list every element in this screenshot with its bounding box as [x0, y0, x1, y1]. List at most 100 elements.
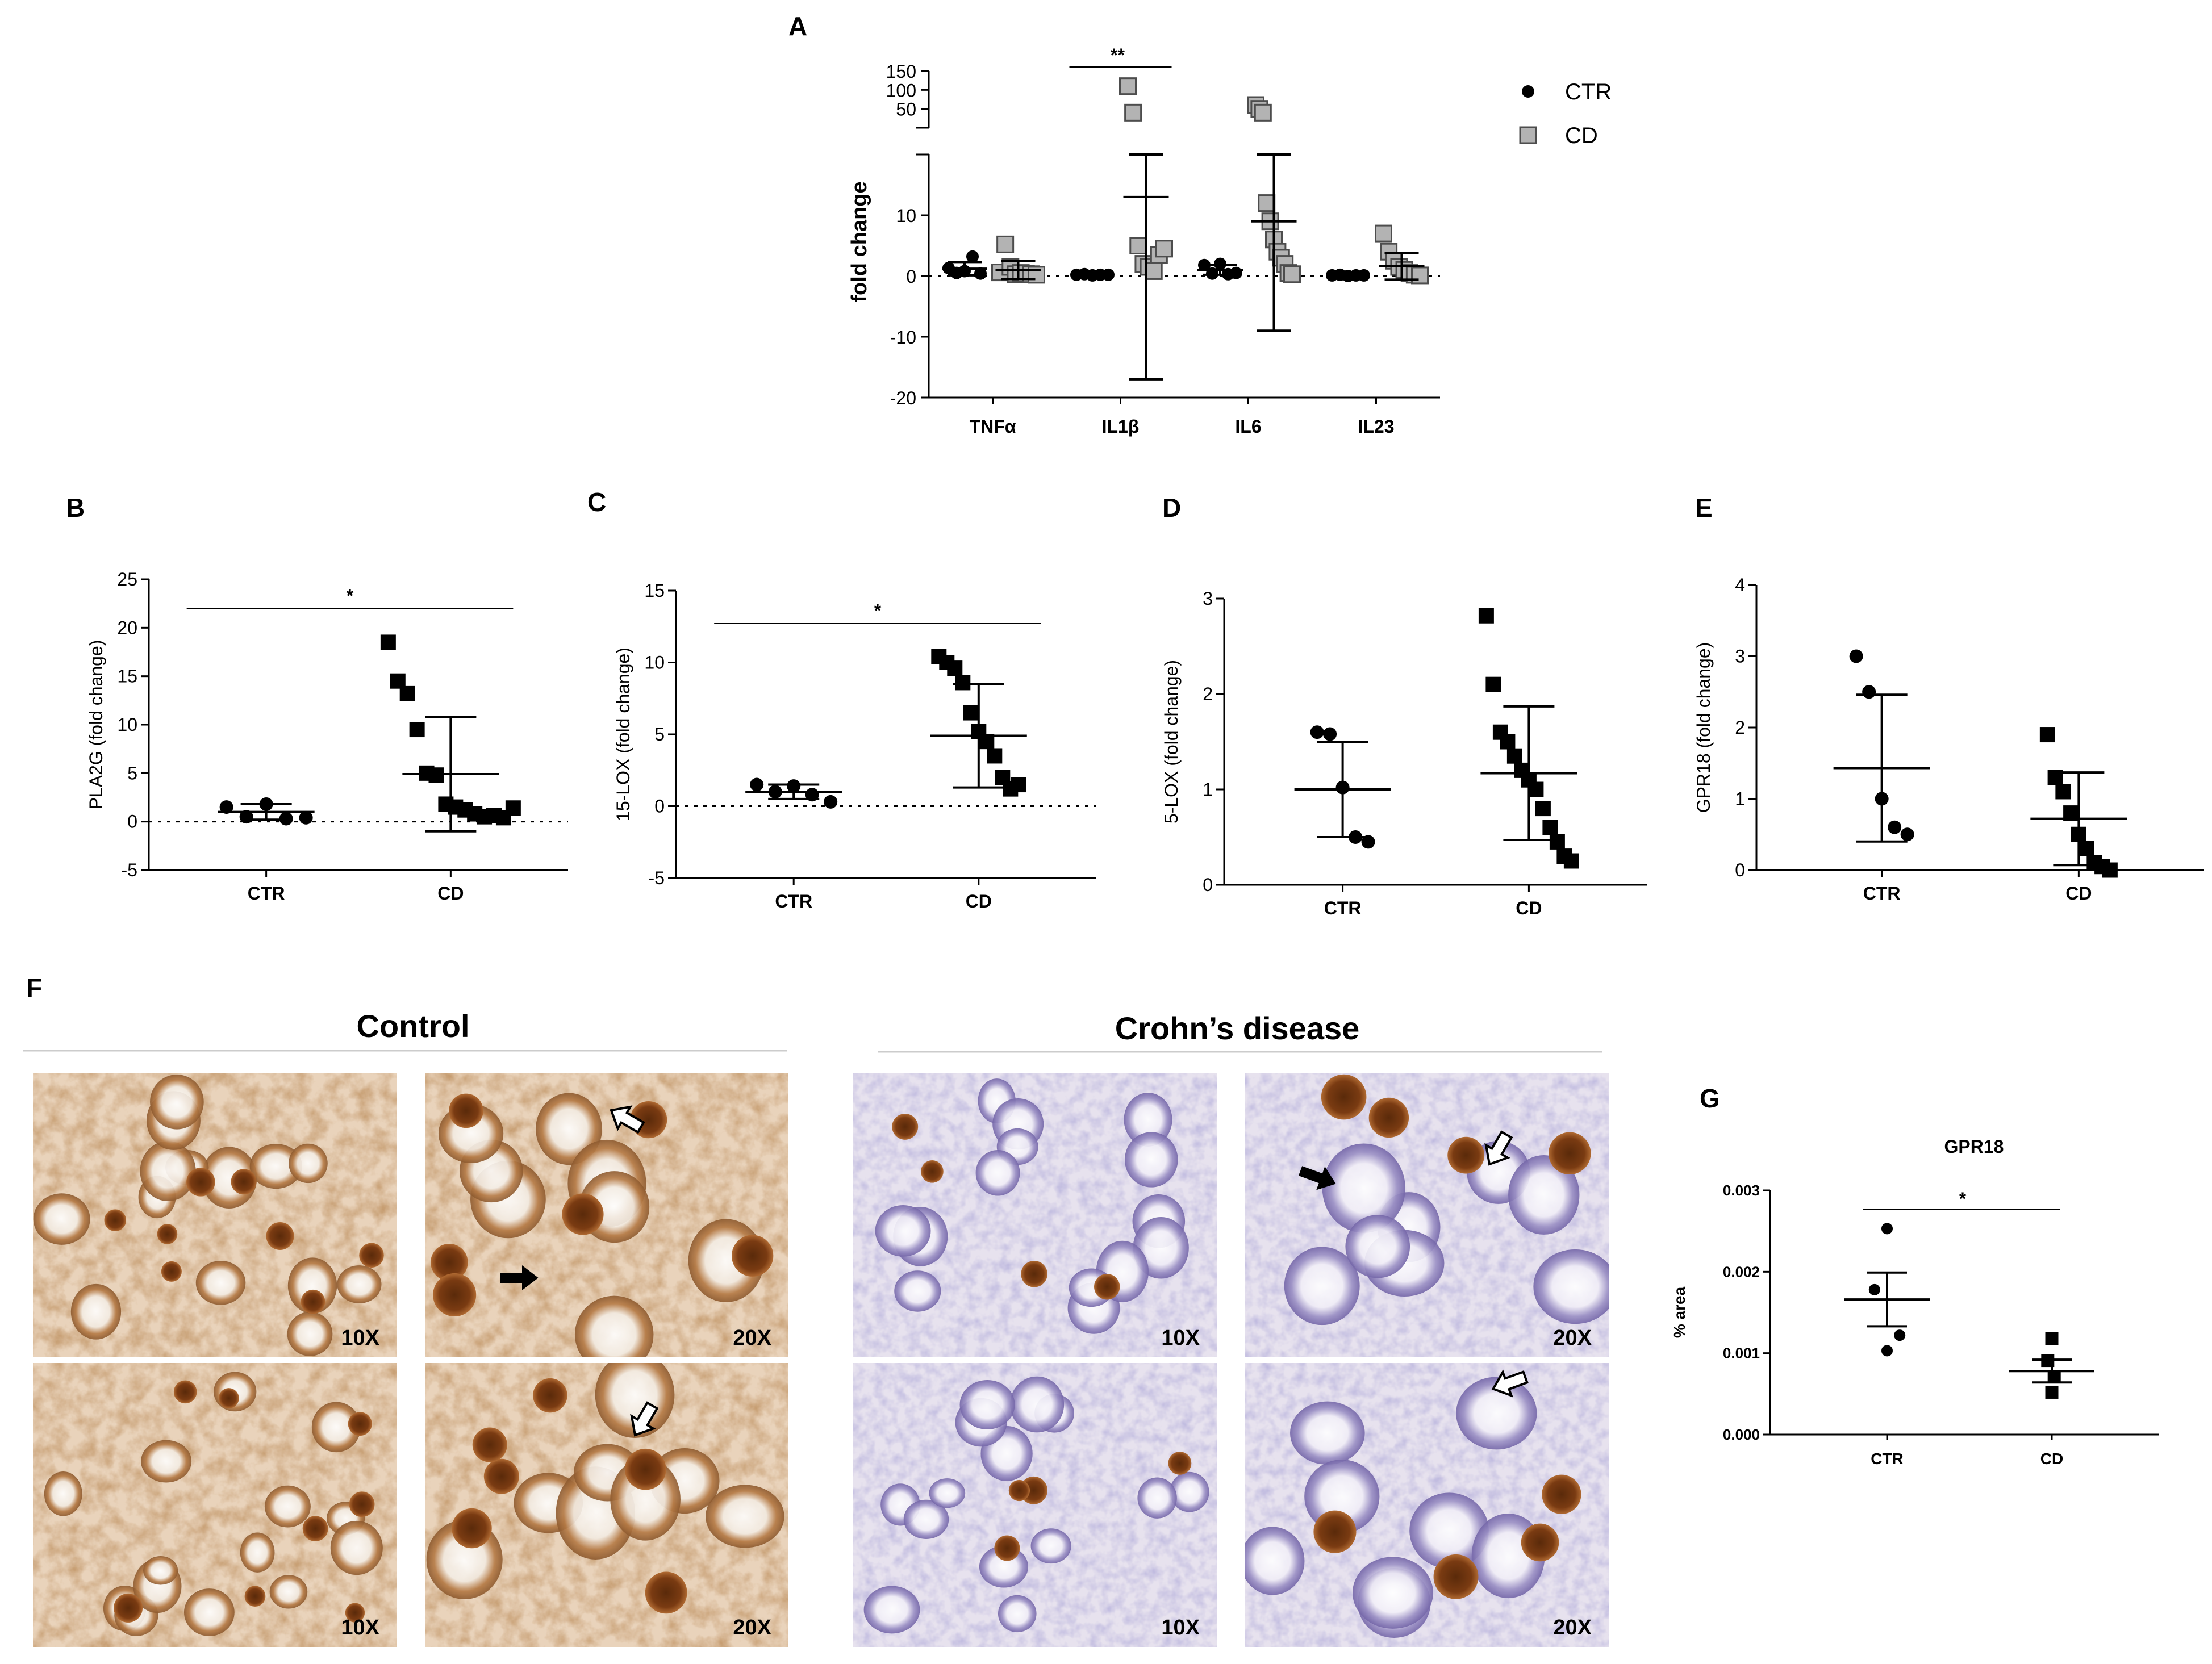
significance-label: *	[874, 600, 882, 621]
crypt	[998, 1595, 1037, 1633]
y-tick-label: -5	[649, 868, 665, 888]
crypt	[141, 1440, 192, 1483]
data-point-cd	[1411, 266, 1429, 285]
crypt	[929, 1478, 966, 1508]
x-category-label: IL6	[1235, 416, 1261, 437]
data-point-ctr	[1862, 685, 1876, 699]
y-tick-label: 10	[117, 714, 137, 735]
y-tick-label: 0.001	[1723, 1345, 1760, 1362]
data-point-ctr	[1900, 827, 1914, 842]
crypt	[1030, 1528, 1071, 1564]
data-point-cd	[1375, 224, 1392, 243]
data-point-ctr	[1894, 1329, 1906, 1341]
stained-crypt	[645, 1571, 687, 1614]
x-category-label: CTR	[1324, 898, 1362, 918]
x-category-label: IL23	[1358, 416, 1394, 437]
data-point-cd	[1145, 262, 1163, 280]
y-axis-title: 5-LOX (fold change)	[1161, 660, 1182, 823]
data-point-ctr	[299, 810, 313, 825]
data-point-cd	[1563, 853, 1579, 869]
crypt	[1409, 1492, 1489, 1569]
stained-crypt	[114, 1593, 143, 1623]
panel-label-d: D	[1162, 493, 1181, 522]
stained-crypt	[161, 1261, 182, 1282]
stained-crypt	[173, 1380, 197, 1404]
stained-crypt	[892, 1114, 919, 1140]
y-tick-label: 0	[1203, 875, 1213, 895]
filled-arrow	[500, 1265, 539, 1291]
histology-grid: 10X 20X 10X 20X 10X 20X 10X 20X	[33, 1073, 1609, 1647]
data-point-cd	[1485, 676, 1501, 692]
crypt	[337, 1265, 382, 1303]
open-arrow	[630, 1401, 659, 1437]
y-tick-label: -10	[890, 327, 916, 348]
data-point-ctr	[1881, 1223, 1893, 1235]
data-point-ctr	[1323, 727, 1337, 741]
x-category-label: IL1β	[1102, 416, 1140, 437]
data-point-cd	[390, 673, 406, 689]
arrow-shape	[1491, 1369, 1529, 1398]
stained-crypt	[218, 1388, 239, 1408]
stained-crypt	[1021, 1261, 1047, 1287]
data-point-ctr	[750, 777, 764, 792]
data-point-ctr	[974, 267, 987, 280]
data-point-cd	[1542, 820, 1558, 835]
y-axis-title: GPR18 (fold change)	[1693, 642, 1714, 813]
chart-c-15lox: -5 0 5 10 15 CTR CD 15-LOX (fold change) *	[613, 580, 1096, 912]
data-point-cd	[1535, 801, 1551, 817]
stained-crypt	[1008, 1479, 1030, 1502]
data-point-cd	[955, 675, 971, 691]
x-category-label: CD	[437, 883, 464, 904]
stained-crypt	[301, 1289, 325, 1314]
data-point-cd	[1258, 194, 1276, 212]
x-category-label: CD	[2065, 883, 2092, 904]
panel-label-f: F	[26, 973, 42, 1002]
data-point-cd	[947, 660, 963, 676]
crypt	[240, 1532, 275, 1573]
crypt	[289, 1143, 328, 1184]
crypt	[330, 1520, 383, 1575]
crypt	[975, 1150, 1020, 1196]
y-tick-label: 25	[117, 569, 137, 589]
crypt	[269, 1575, 308, 1609]
open-arrow	[610, 1105, 645, 1134]
magnification-label: 10X	[1161, 1326, 1200, 1350]
y-tick-label: 50	[896, 99, 916, 120]
legend-label-cd: CD	[1565, 123, 1598, 148]
stained-crypt	[1542, 1474, 1581, 1514]
crypt	[1245, 1527, 1305, 1595]
magnification-label: 20X	[733, 1326, 771, 1350]
y-tick-label: 2	[1735, 717, 1745, 738]
stained-crypt	[1168, 1452, 1192, 1475]
y-tick-label: 1	[1735, 789, 1745, 809]
data-point-ctr	[1361, 835, 1375, 849]
data-point-ctr	[824, 795, 838, 809]
filled-arrow	[1298, 1166, 1336, 1190]
stained-crypt	[431, 1244, 468, 1281]
y-tick-label: 5	[654, 724, 665, 745]
crypt	[706, 1485, 784, 1548]
crypt	[249, 1143, 303, 1189]
crypt	[894, 1270, 941, 1312]
crypt	[959, 1379, 1015, 1429]
x-category-label: CTR	[775, 891, 812, 912]
y-axis-title: PLA2G (fold change)	[86, 640, 106, 810]
magnification-label: 10X	[341, 1326, 379, 1350]
crypt	[903, 1499, 949, 1539]
crypt	[595, 1363, 675, 1438]
crypt	[183, 1588, 235, 1636]
stained-crypt	[1313, 1510, 1357, 1553]
crypt	[195, 1261, 246, 1305]
data-point-ctr	[1230, 266, 1242, 279]
arrow-shape	[630, 1401, 659, 1437]
panel-label-a: A	[788, 11, 807, 41]
y-tick-label: 5	[127, 763, 137, 783]
x-category-label: CTR	[1871, 1450, 1904, 1468]
histology-tile-4: 20X	[425, 1363, 788, 1647]
stained-crypt	[994, 1535, 1020, 1561]
crypt	[1009, 1376, 1065, 1433]
data-point-cd	[1528, 781, 1544, 797]
arrow-shape	[610, 1105, 645, 1134]
crypt	[1353, 1557, 1433, 1629]
